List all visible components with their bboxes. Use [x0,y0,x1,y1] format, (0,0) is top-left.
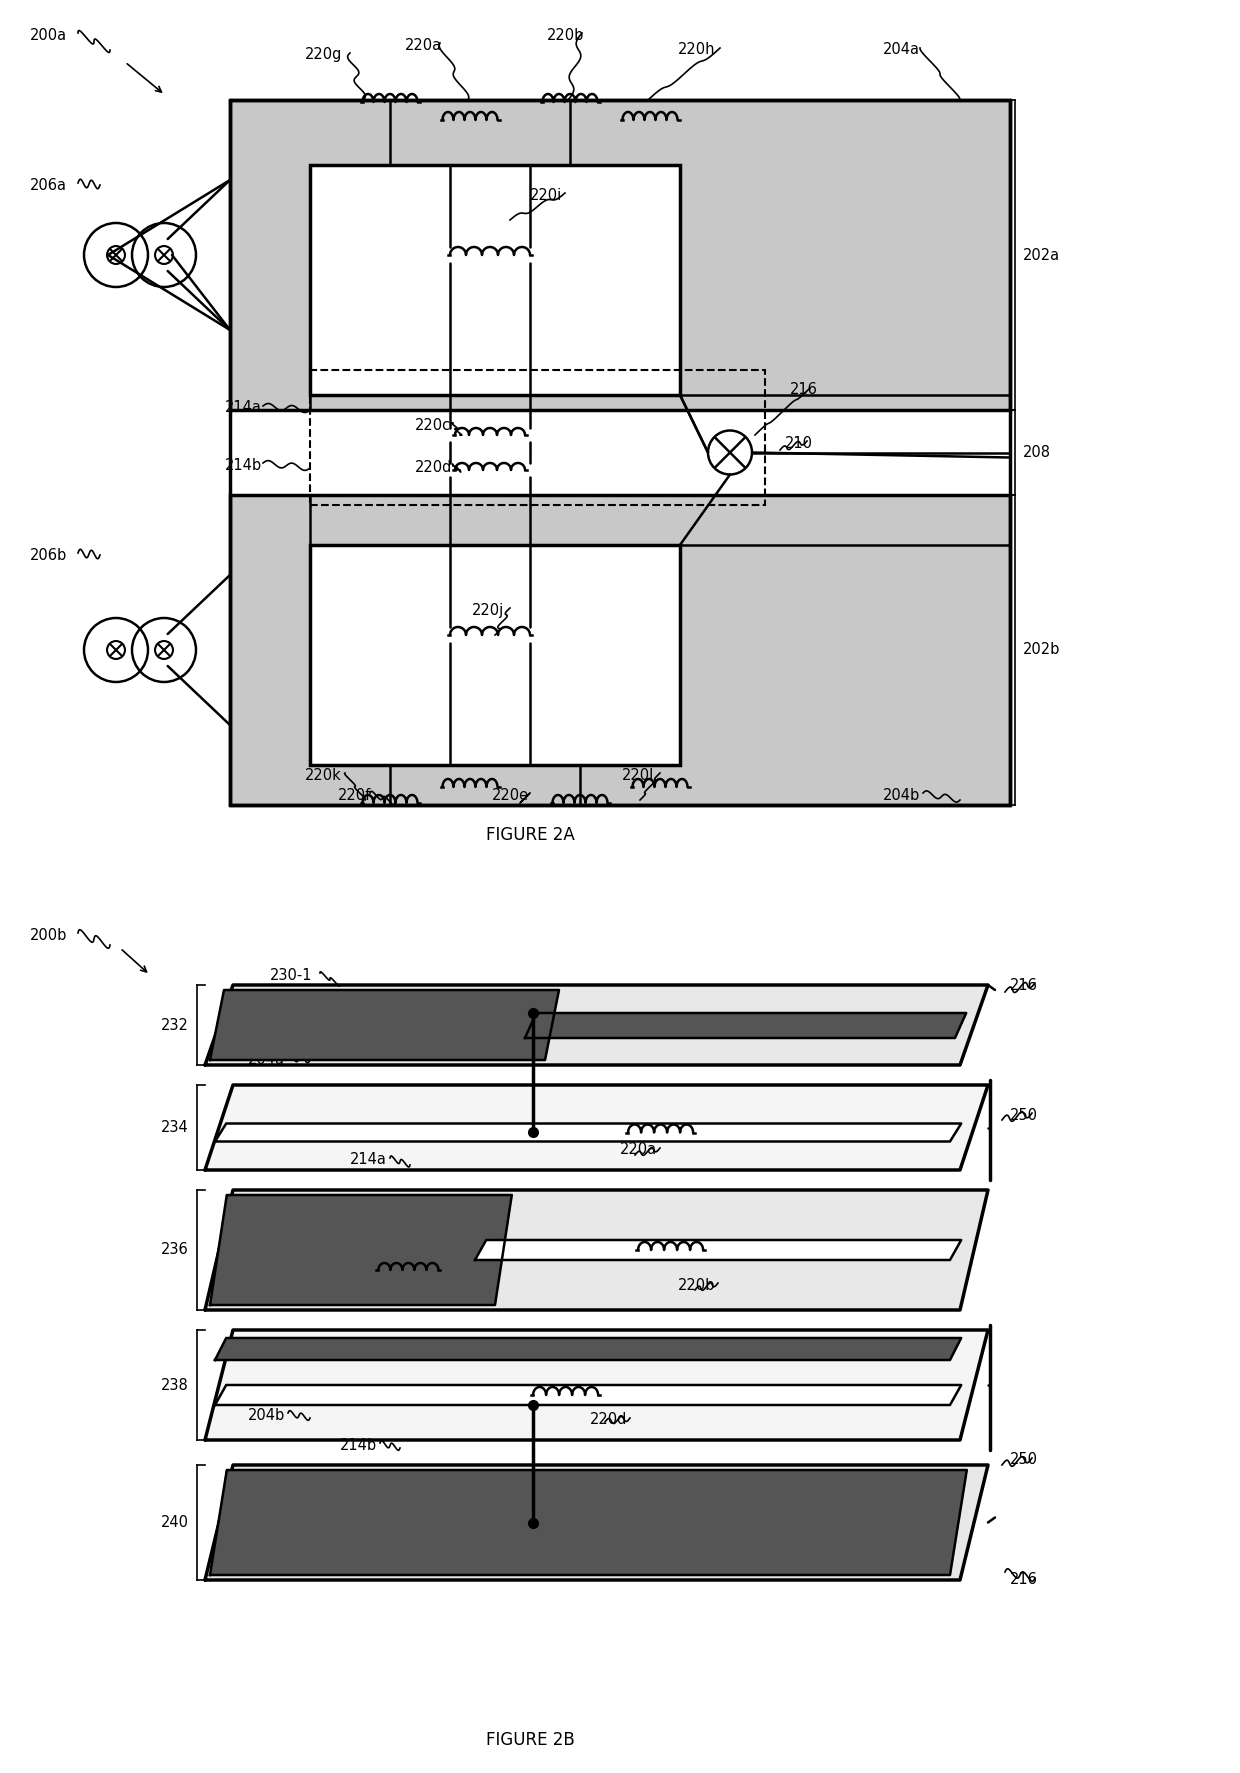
Bar [229,495,1011,805]
Text: 220i: 220i [529,188,562,202]
Text: 250: 250 [1011,1108,1038,1122]
Text: 204a: 204a [883,43,920,57]
Text: 220d: 220d [415,461,453,475]
Polygon shape [205,1190,988,1310]
Text: 220h: 220h [678,43,715,57]
Text: 232: 232 [161,1018,188,1032]
Bar [310,165,680,395]
Text: 216: 216 [1011,977,1038,993]
Text: 214a: 214a [350,1152,387,1167]
Text: 216: 216 [1011,1573,1038,1587]
Text: 240: 240 [161,1514,188,1530]
Text: 214b: 214b [340,1438,377,1452]
Text: 220b: 220b [678,1278,715,1293]
Text: FIGURE 2B: FIGURE 2B [486,1730,574,1748]
Bar [229,99,1011,410]
Text: 220l: 220l [622,768,655,782]
Polygon shape [205,1085,988,1170]
Text: 200a: 200a [30,28,67,43]
Text: 230-3: 230-3 [246,1548,288,1562]
Text: 220c: 220c [415,417,451,433]
Text: 220e: 220e [492,787,529,803]
Polygon shape [210,1470,967,1574]
Text: 202a: 202a [1023,248,1060,262]
Text: FIGURE 2A: FIGURE 2A [486,826,574,844]
Text: 220g: 220g [305,48,342,62]
Text: 220d: 220d [590,1413,627,1427]
Polygon shape [205,1464,988,1580]
Polygon shape [210,1195,512,1305]
Polygon shape [215,1124,961,1142]
Polygon shape [475,1239,961,1261]
Text: 214a: 214a [224,401,262,415]
Text: 230-1: 230-1 [270,968,312,982]
Text: 200b: 200b [30,927,67,943]
Polygon shape [205,986,988,1066]
Polygon shape [205,1330,988,1440]
Polygon shape [525,1012,966,1037]
Text: 202b: 202b [1023,642,1060,658]
Text: 214b: 214b [224,457,262,472]
Polygon shape [215,1339,961,1360]
Text: 238: 238 [161,1378,188,1392]
Text: 206b: 206b [30,548,67,562]
Polygon shape [215,1385,961,1404]
Text: 230-2: 230-2 [236,1282,278,1298]
Polygon shape [210,989,559,1060]
Text: 210: 210 [785,436,813,450]
Text: 220c: 220c [252,1248,288,1262]
Bar [310,371,765,505]
Text: 204a: 204a [248,1053,285,1067]
Text: 236: 236 [161,1243,188,1257]
Text: 220a: 220a [620,1142,657,1158]
Text: 204b: 204b [248,1408,285,1422]
Text: 220a: 220a [405,37,443,53]
Text: 220j: 220j [472,603,505,617]
Text: 220k: 220k [305,768,342,782]
Text: 220b: 220b [547,28,584,43]
Text: 208: 208 [1023,445,1052,459]
Text: 206a: 206a [30,177,67,193]
Text: 220f: 220f [339,787,371,803]
Bar [310,544,680,764]
Text: 204b: 204b [883,787,920,803]
Text: 234: 234 [161,1121,188,1135]
Text: 216: 216 [790,383,818,397]
Text: 250: 250 [1011,1452,1038,1468]
